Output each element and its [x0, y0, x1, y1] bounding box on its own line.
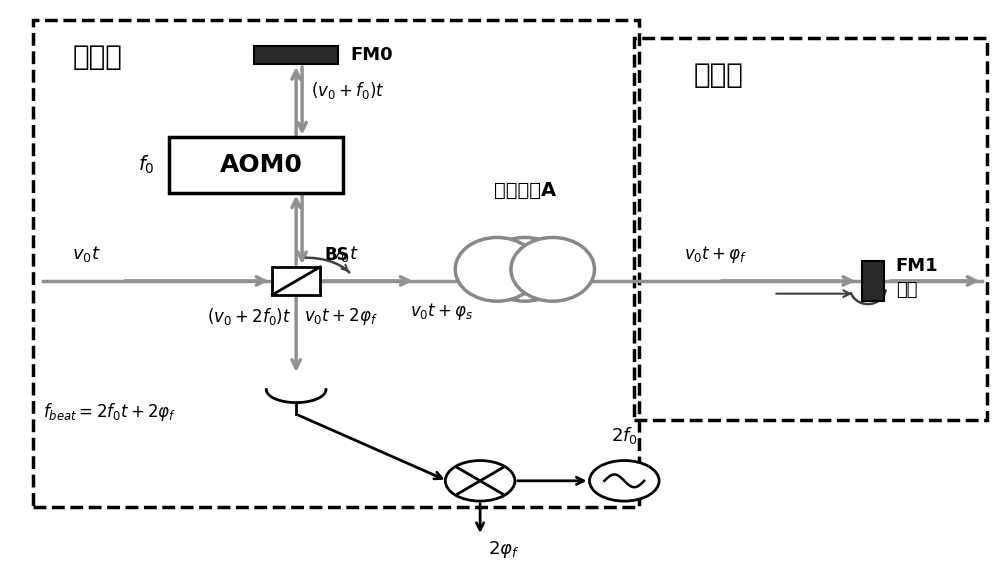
Text: $v_0t$: $v_0t$	[72, 243, 101, 263]
Circle shape	[445, 460, 515, 501]
Text: $f_{beat}=2f_0t+2\varphi_f$: $f_{beat}=2f_0t+2\varphi_f$	[43, 401, 176, 423]
Text: $v_0t+\varphi_f$: $v_0t+\varphi_f$	[684, 244, 747, 264]
Bar	[862, 261, 884, 301]
Bar	[169, 137, 343, 192]
Text: FM0: FM0	[350, 46, 393, 64]
Text: 本地端: 本地端	[72, 43, 122, 71]
Text: 输出: 输出	[896, 281, 917, 298]
Text: $2\varphi_f$: $2\varphi_f$	[488, 539, 519, 560]
Bar	[254, 46, 338, 64]
Text: $v_0t+2\varphi_f$: $v_0t+2\varphi_f$	[304, 307, 378, 328]
Text: BS: BS	[325, 246, 350, 264]
Ellipse shape	[483, 238, 567, 301]
Text: $(v_0+2f_0)t$: $(v_0+2f_0)t$	[207, 307, 291, 328]
Text: 远程端: 远程端	[694, 61, 744, 89]
Text: FM1: FM1	[896, 257, 938, 276]
Text: AOM0: AOM0	[220, 153, 303, 177]
Ellipse shape	[511, 238, 594, 301]
Bar	[272, 267, 320, 295]
Text: $f_0$: $f_0$	[138, 154, 154, 176]
Ellipse shape	[455, 238, 539, 301]
Text: $v_0t$: $v_0t$	[330, 243, 359, 263]
Text: 传输光纤A: 传输光纤A	[494, 181, 556, 200]
Text: $v_0t+\varphi_s$: $v_0t+\varphi_s$	[411, 301, 474, 322]
Circle shape	[590, 460, 659, 501]
Text: $(v_0+f_0)t$: $(v_0+f_0)t$	[311, 80, 385, 101]
Text: $2f_0$: $2f_0$	[611, 425, 638, 446]
